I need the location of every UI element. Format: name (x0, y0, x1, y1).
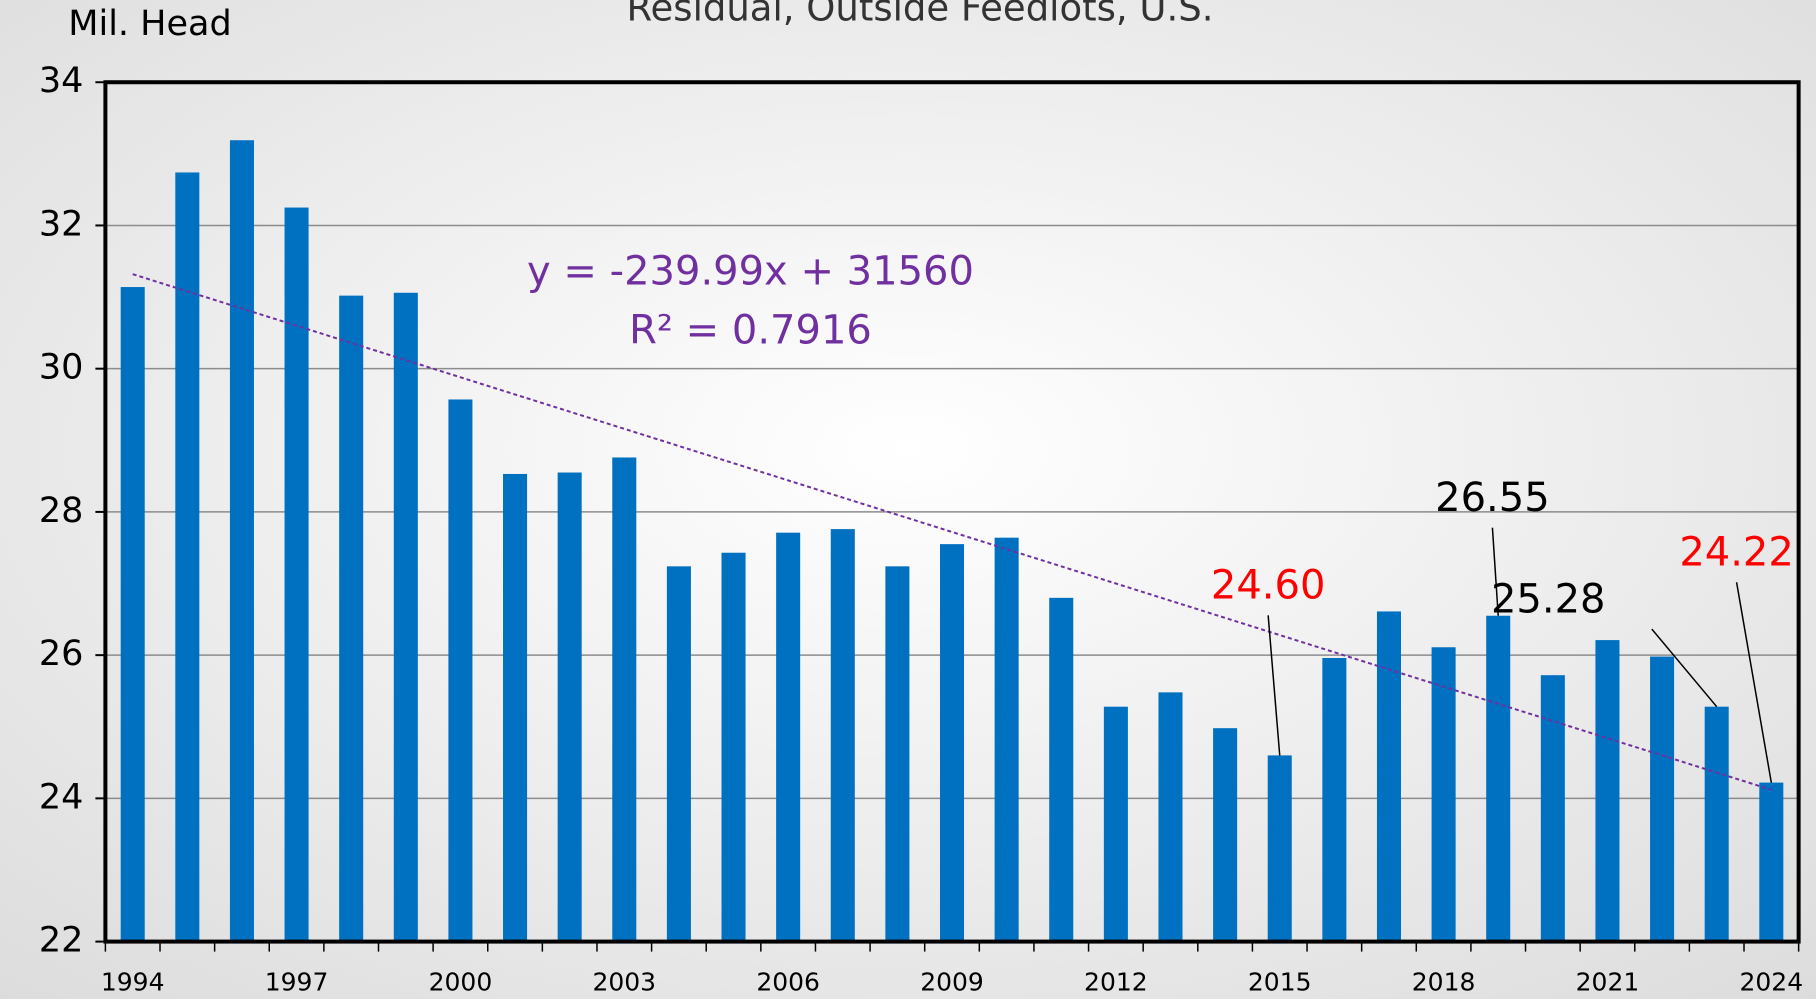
bar (1650, 656, 1675, 942)
y-axis-label: Mil. Head (68, 4, 231, 44)
data-label: 24.22 (1679, 529, 1794, 575)
y-tick-label: 32 (39, 204, 84, 244)
bar (1704, 706, 1729, 942)
bar (1431, 647, 1456, 942)
bar (885, 566, 910, 942)
bar (721, 552, 746, 942)
y-tick-label: 22 (39, 921, 84, 961)
bar (284, 207, 309, 942)
bar (939, 544, 965, 942)
x-tick-label: 2009 (920, 968, 984, 997)
x-tick-label: 1997 (265, 968, 329, 997)
bar (1158, 692, 1183, 942)
chart-title: Residual, Outside Feedlots, U.S. (626, 0, 1213, 30)
bar (666, 566, 691, 942)
bar (994, 537, 1019, 942)
y-tick-label: 28 (39, 491, 84, 531)
x-tick-label: 1994 (101, 968, 165, 997)
bar (1213, 728, 1238, 942)
y-tick-label: 26 (39, 634, 84, 674)
axis-frame (103, 80, 1801, 944)
data-label: 25.28 (1491, 576, 1606, 622)
leader-line (1267, 615, 1281, 756)
trendline-equation: y = -239.99x + 31560 (527, 248, 974, 294)
bar (120, 287, 145, 942)
bar (1376, 611, 1401, 942)
leader-line (1651, 628, 1718, 708)
bar (1486, 615, 1511, 942)
bar (175, 172, 200, 942)
bar (776, 532, 801, 942)
bar (393, 292, 418, 942)
x-tick-label: 2018 (1412, 968, 1476, 997)
bar (1049, 597, 1074, 942)
x-tick-label: 2000 (429, 968, 493, 997)
x-tick-label: 2012 (1084, 968, 1148, 997)
data-label: 24.60 (1211, 562, 1326, 608)
leader-line (1491, 527, 1499, 616)
bar (229, 140, 254, 942)
bar (1322, 657, 1347, 942)
bar (830, 529, 855, 942)
x-tick-label: 2003 (592, 968, 656, 997)
trendline-r-squared: R² = 0.7916 (629, 307, 872, 353)
x-tick-label: 2021 (1576, 968, 1640, 997)
bar (1267, 755, 1292, 942)
y-tick-label: 30 (39, 348, 84, 388)
bar (503, 473, 528, 942)
x-tick-label: 2006 (756, 968, 820, 997)
x-tick-label: 2024 (1740, 968, 1804, 997)
bar (1759, 782, 1784, 942)
y-tick-label: 24 (39, 777, 84, 817)
x-tick-label: 2015 (1248, 968, 1312, 997)
bar (448, 399, 473, 942)
leader-line (1735, 582, 1773, 783)
bar (1540, 675, 1565, 942)
bar (1103, 706, 1128, 942)
data-label: 26.55 (1435, 475, 1550, 521)
bar (339, 295, 364, 942)
trendline (132, 273, 1772, 791)
bar (557, 472, 582, 942)
y-tick-label: 34 (39, 61, 84, 101)
bar (1595, 640, 1620, 942)
bar (612, 457, 637, 942)
